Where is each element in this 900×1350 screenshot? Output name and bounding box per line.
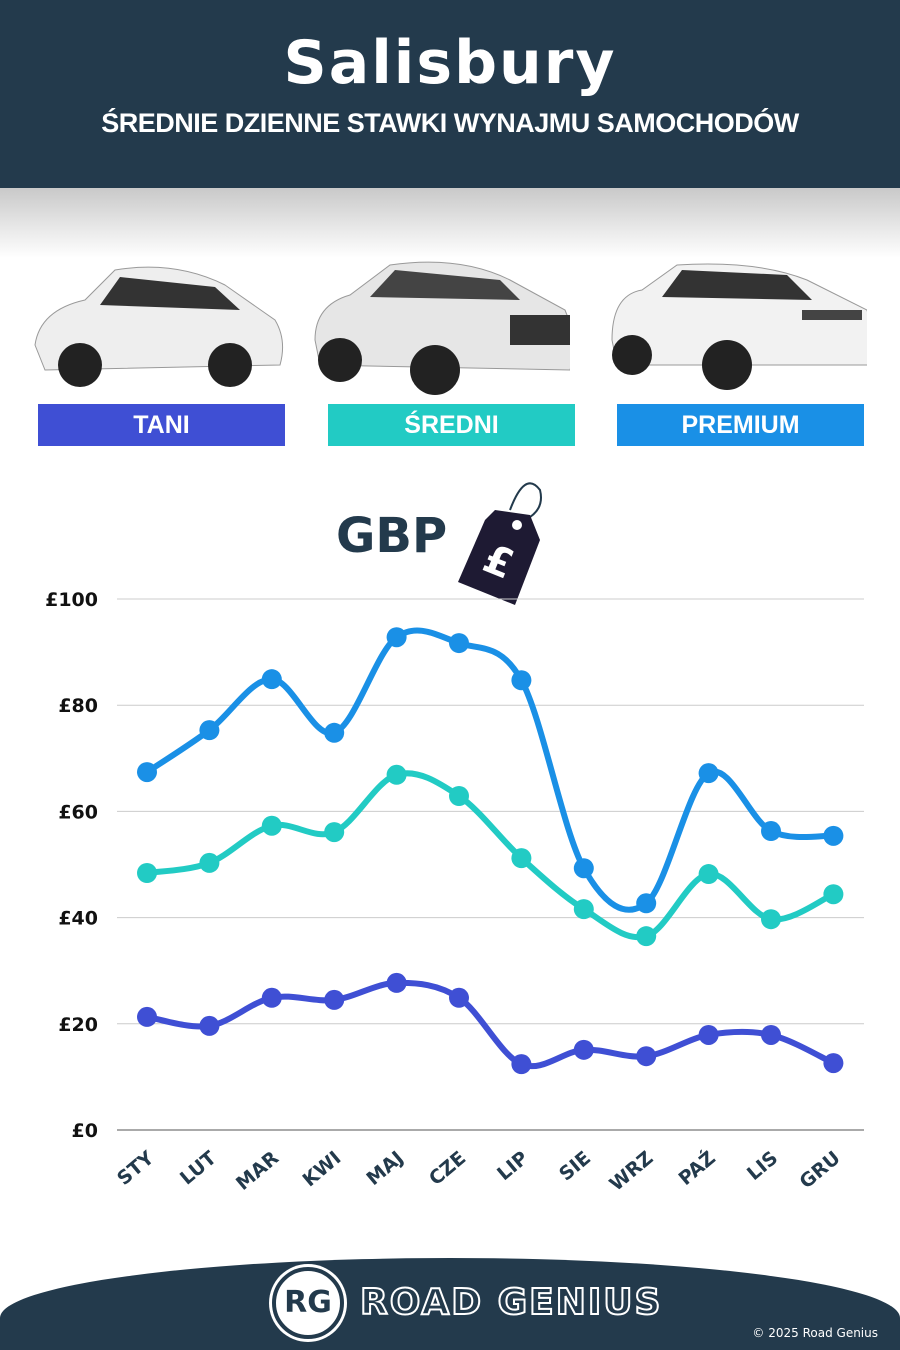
y-tick-label: £0 — [72, 1120, 98, 1142]
x-tick-label: MAR — [232, 1147, 283, 1195]
x-tick-label: WRZ — [605, 1147, 657, 1196]
data-point — [199, 852, 220, 873]
y-tick-label: £100 — [45, 589, 98, 611]
y-tick-label: £20 — [58, 1014, 98, 1036]
line-chart: £0 £20 £40 £60 £80 £100 STY LUT MAR KWI MAJ CZE LIP S… — [45, 589, 864, 1196]
data-point — [636, 893, 657, 914]
data-point — [761, 1024, 781, 1045]
x-tick-label: LIP — [493, 1147, 533, 1185]
data-point — [636, 1046, 657, 1067]
footer — [0, 1258, 900, 1350]
data-point — [573, 1039, 594, 1060]
series-line-tani — [146, 979, 835, 1069]
category-economy: TANI — [38, 404, 285, 446]
data-point — [324, 822, 345, 843]
data-point — [386, 764, 407, 785]
x-tick-label: LUT — [176, 1147, 221, 1189]
data-point — [823, 825, 844, 846]
data-point — [511, 1054, 532, 1075]
data-point — [449, 786, 469, 807]
x-tick-label: MAJ — [363, 1147, 408, 1190]
x-tick-label: CZE — [425, 1147, 470, 1190]
header-shadow — [0, 188, 900, 258]
y-tick-label: £40 — [58, 908, 98, 930]
data-point — [386, 972, 407, 993]
data-point — [261, 987, 282, 1008]
data-point — [823, 1053, 844, 1074]
midsize-suv-image — [314, 261, 570, 395]
data-point — [199, 720, 220, 741]
data-point — [761, 909, 781, 930]
x-tick-label: KWI — [299, 1147, 346, 1191]
series-line-średni — [146, 770, 835, 941]
page-title: Salisbury — [283, 28, 617, 98]
x-tick-label: STY — [113, 1147, 158, 1190]
data-point — [137, 862, 157, 883]
data-point — [324, 722, 345, 743]
data-point — [636, 926, 657, 947]
x-tick-label: PAŹ — [674, 1146, 720, 1190]
data-point — [573, 858, 594, 879]
economy-car-image — [34, 266, 284, 387]
data-point — [698, 864, 719, 885]
category-midsize: ŚREDNI — [328, 404, 575, 446]
data-point — [698, 1024, 719, 1045]
x-tick-label: SIE — [555, 1147, 595, 1186]
premium-suv-image — [611, 263, 867, 390]
y-tick-label: £60 — [58, 801, 98, 823]
data-point — [449, 987, 469, 1008]
header: Salisbury ŚREDNIE DZIENNE STAWKI WYNAJMU… — [0, 0, 900, 188]
x-tick-label: LIS — [743, 1147, 782, 1185]
data-point — [823, 884, 844, 905]
data-point — [137, 762, 157, 783]
data-point — [511, 670, 532, 691]
data-point — [137, 1006, 157, 1027]
road-genius-logo: RG — [272, 1267, 344, 1339]
category-premium: PREMIUM — [617, 404, 864, 446]
data-point — [698, 763, 719, 784]
data-point — [324, 989, 345, 1010]
series-line-premium — [145, 627, 834, 913]
page-subtitle: ŚREDNIE DZIENNE STAWKI WYNAJMU SAMOCHODÓ… — [101, 108, 799, 138]
data-point — [449, 633, 469, 654]
data-point — [199, 1015, 220, 1036]
data-point — [511, 848, 532, 869]
price-tag-icon: £ — [458, 482, 542, 605]
data-point — [386, 627, 407, 648]
data-point — [761, 821, 781, 842]
currency-label: GBP — [336, 508, 448, 564]
data-point — [261, 815, 282, 836]
x-tick-label: GRU — [795, 1147, 844, 1193]
data-point — [261, 669, 282, 690]
data-point — [573, 899, 594, 920]
y-tick-label: £80 — [58, 695, 98, 717]
brand-name: ROAD GENIUS — [359, 1281, 663, 1324]
copyright: © 2025 Road Genius — [752, 1326, 878, 1340]
